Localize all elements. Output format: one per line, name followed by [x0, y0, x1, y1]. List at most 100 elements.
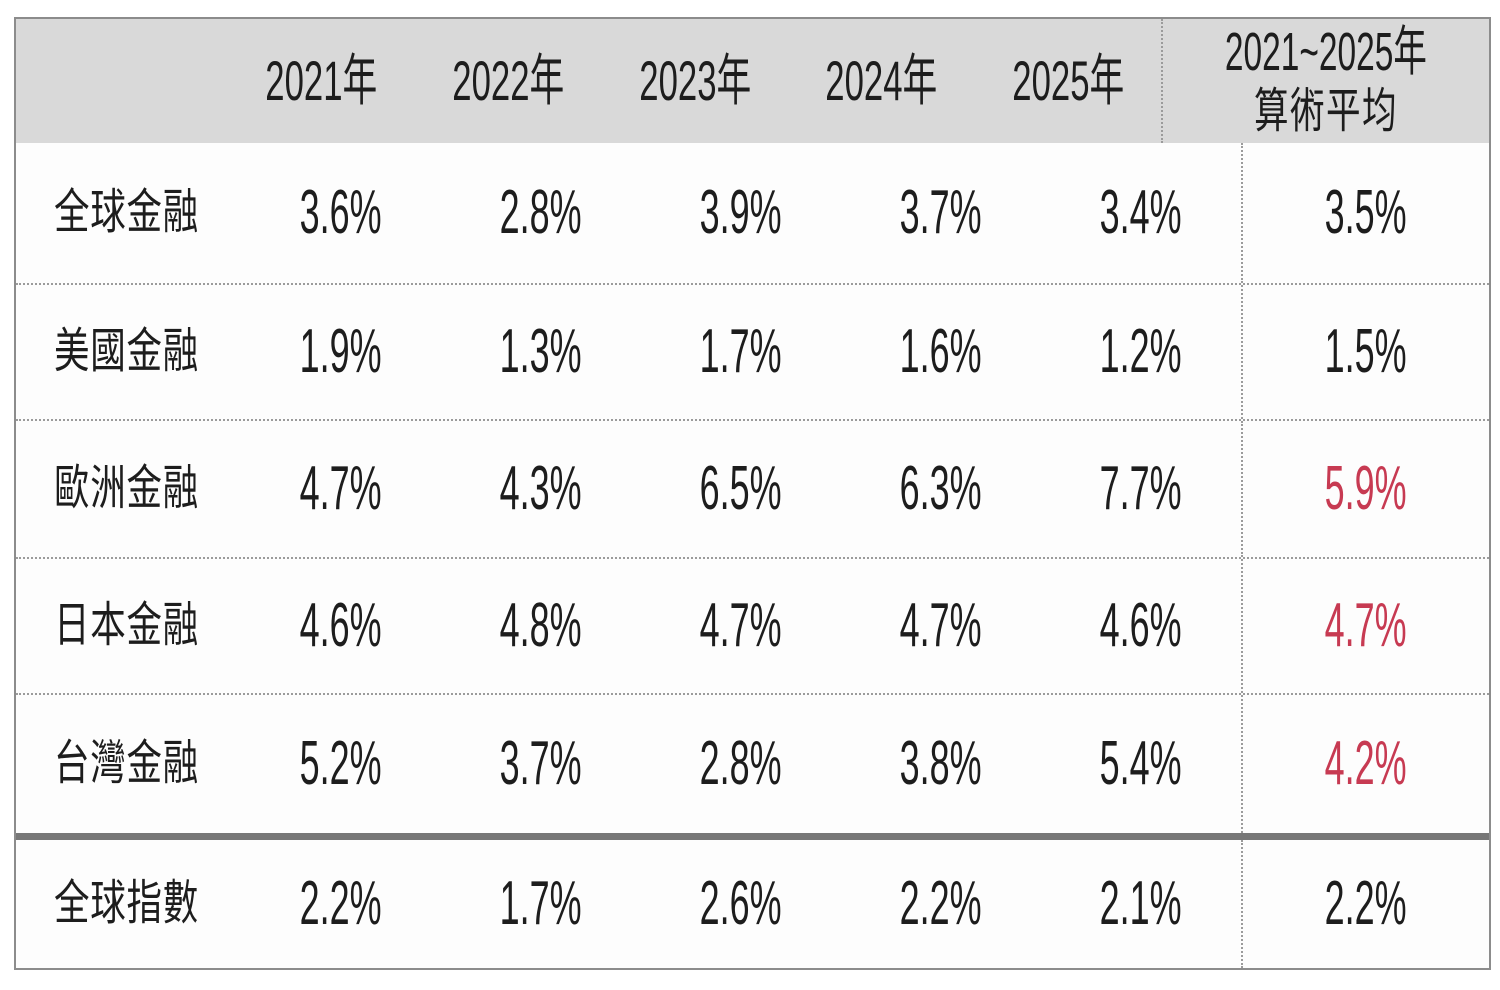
value: 7.7%: [1100, 454, 1182, 523]
value-cell: 2.8%: [641, 695, 841, 833]
value-cell: 1.3%: [441, 285, 641, 419]
average-value: 5.9%: [1325, 454, 1407, 523]
value-cell: 2.2%: [841, 840, 1041, 968]
average-value: 2.2%: [1325, 869, 1407, 938]
average-value: 1.5%: [1325, 317, 1407, 386]
row-label: 歐洲金融: [54, 462, 200, 515]
row-label-cell: 歐洲金融: [16, 421, 241, 557]
row-label: 台灣金融: [54, 737, 200, 790]
value: 2.8%: [700, 729, 782, 798]
value-cell: 3.8%: [841, 695, 1041, 833]
value-cell: 3.4%: [1041, 143, 1241, 283]
value-cell: 4.7%: [641, 559, 841, 693]
value: 2.8%: [500, 178, 582, 247]
year-header-cell: 2023年: [602, 19, 789, 143]
value: 6.5%: [700, 454, 782, 523]
corner-cell: [16, 19, 228, 143]
value: 3.9%: [700, 178, 782, 247]
value: 5.2%: [300, 729, 382, 798]
row-label-cell: 全球金融: [16, 143, 241, 283]
value-cell: 6.5%: [641, 421, 841, 557]
value: 1.7%: [700, 317, 782, 386]
value: 4.7%: [700, 591, 782, 660]
average-header-range: 2021~2025年: [1225, 22, 1428, 82]
value-cell: 1.6%: [841, 285, 1041, 419]
value-cell: 1.2%: [1041, 285, 1241, 419]
year-header-2021: 2021年: [265, 49, 378, 112]
row-label: 全球金融: [54, 186, 200, 239]
value: 4.8%: [500, 591, 582, 660]
value: 4.7%: [900, 591, 982, 660]
value-cell: 6.3%: [841, 421, 1041, 557]
value: 2.2%: [300, 869, 382, 938]
year-header-cell: 2022年: [415, 19, 602, 143]
average-value: 4.7%: [1325, 591, 1407, 660]
value-cell: 4.7%: [241, 421, 441, 557]
value-cell: 2.6%: [641, 840, 841, 968]
value: 4.7%: [300, 454, 382, 523]
table-row-europe-financials: 歐洲金融 4.7% 4.3% 6.5% 6.3% 7.7% 5.9%: [16, 419, 1489, 557]
table-row-us-financials: 美國金融 1.9% 1.3% 1.7% 1.6% 1.2% 1.5%: [16, 283, 1489, 419]
value: 6.3%: [900, 454, 982, 523]
row-label-cell: 全球指數: [16, 840, 241, 968]
year-header-2024: 2024年: [825, 49, 938, 112]
row-label-cell: 台灣金融: [16, 695, 241, 833]
row-label: 美國金融: [54, 325, 200, 378]
value-cell: 3.9%: [641, 143, 841, 283]
value: 2.2%: [900, 869, 982, 938]
row-label: 全球指數: [54, 877, 200, 930]
average-value: 3.5%: [1325, 178, 1407, 247]
row-label-cell: 美國金融: [16, 285, 241, 419]
value: 1.3%: [500, 317, 582, 386]
value-cell: 3.7%: [441, 695, 641, 833]
value-cell: 2.2%: [241, 840, 441, 968]
average-cell: 5.9%: [1241, 421, 1489, 557]
value-cell: 7.7%: [1041, 421, 1241, 557]
value-cell: 5.2%: [241, 695, 441, 833]
average-cell: 4.2%: [1241, 695, 1489, 833]
value: 3.8%: [900, 729, 982, 798]
row-label: 日本金融: [54, 599, 200, 652]
thick-divider: [16, 833, 1489, 840]
value: 4.6%: [300, 591, 382, 660]
year-header-2023: 2023年: [638, 49, 751, 112]
year-header-2025: 2025年: [1011, 49, 1124, 112]
value: 2.1%: [1100, 869, 1182, 938]
value-cell: 4.6%: [241, 559, 441, 693]
average-cell: 1.5%: [1241, 285, 1489, 419]
table-row-global-financials: 全球金融 3.6% 2.8% 3.9% 3.7% 3.4% 3.5%: [16, 143, 1489, 283]
value-cell: 3.7%: [841, 143, 1041, 283]
table-row-taiwan-financials: 台灣金融 5.2% 3.7% 2.8% 3.8% 5.4% 4.2%: [16, 693, 1489, 833]
table-header-row: 2021年 2022年 2023年 2024年 2025年 2021~2025年…: [16, 19, 1489, 143]
year-header-cell: 2021年: [228, 19, 415, 143]
average-header-cell: 2021~2025年 算術平均: [1161, 19, 1489, 143]
year-header-cell: 2024年: [788, 19, 975, 143]
value: 2.6%: [700, 869, 782, 938]
average-cell: 4.7%: [1241, 559, 1489, 693]
value-cell: 2.8%: [441, 143, 641, 283]
value: 3.7%: [500, 729, 582, 798]
value-cell: 4.3%: [441, 421, 641, 557]
value: 4.6%: [1100, 591, 1182, 660]
value: 4.3%: [500, 454, 582, 523]
average-cell: 2.2%: [1241, 840, 1489, 968]
value-cell: 4.6%: [1041, 559, 1241, 693]
value: 1.2%: [1100, 317, 1182, 386]
value-cell: 1.7%: [641, 285, 841, 419]
value-cell: 4.8%: [441, 559, 641, 693]
average-value: 4.2%: [1325, 729, 1407, 798]
average-cell: 3.5%: [1241, 143, 1489, 283]
row-label-cell: 日本金融: [16, 559, 241, 693]
value: 1.9%: [300, 317, 382, 386]
value-cell: 3.6%: [241, 143, 441, 283]
value: 5.4%: [1100, 729, 1182, 798]
value: 3.6%: [300, 178, 382, 247]
average-header-label: 算術平均: [1254, 85, 1399, 138]
financial-returns-table: 2021年 2022年 2023年 2024年 2025年 2021~2025年…: [14, 17, 1491, 970]
value-cell: 1.7%: [441, 840, 641, 968]
value: 3.7%: [900, 178, 982, 247]
value: 1.6%: [900, 317, 982, 386]
table-row-japan-financials: 日本金融 4.6% 4.8% 4.7% 4.7% 4.6% 4.7%: [16, 557, 1489, 693]
value-cell: 2.1%: [1041, 840, 1241, 968]
value-cell: 4.7%: [841, 559, 1041, 693]
